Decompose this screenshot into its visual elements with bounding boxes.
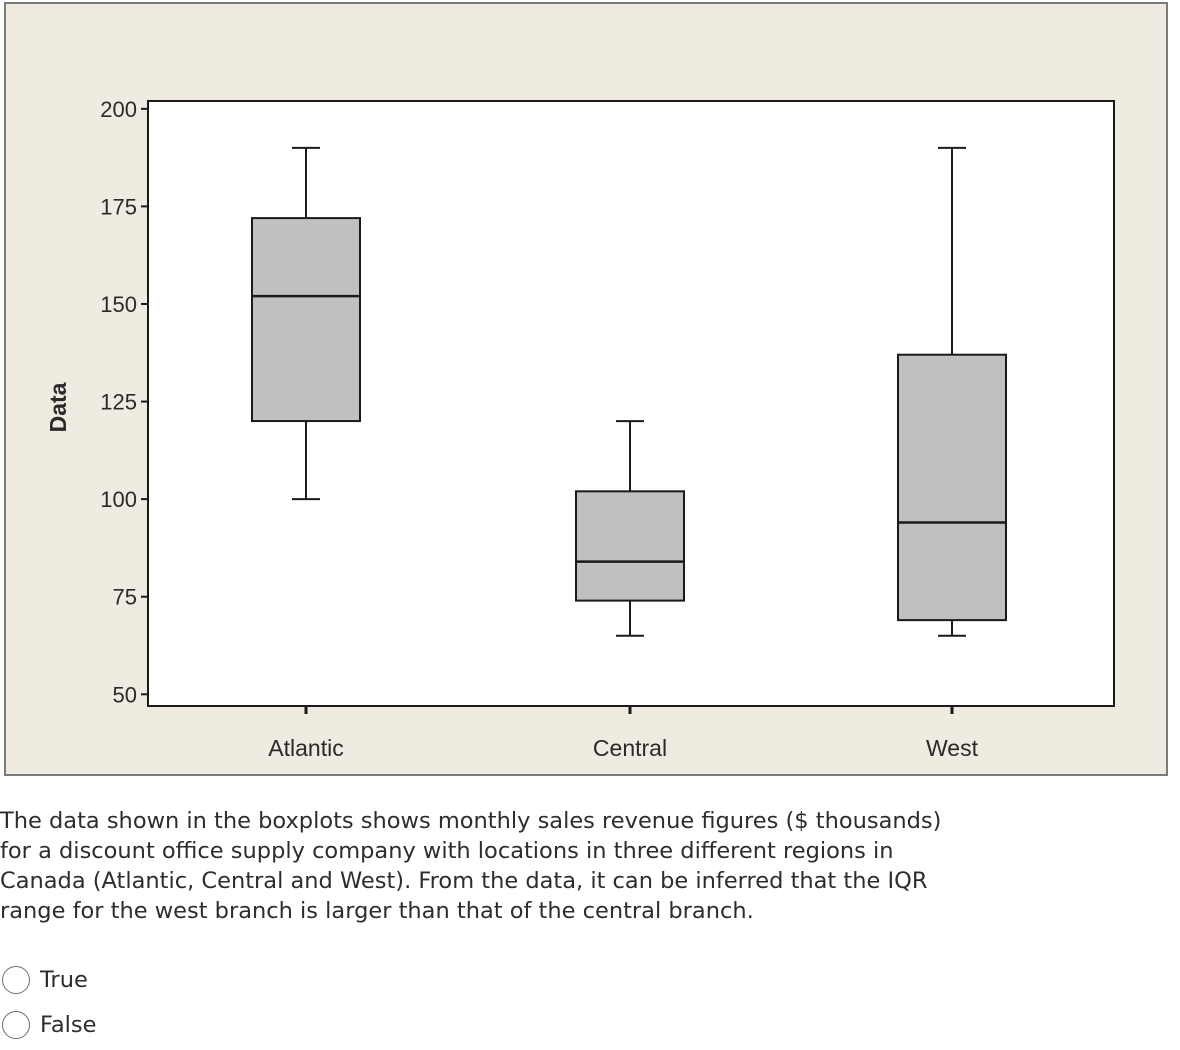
question-text: The data shown in the boxplots shows mon… [0, 808, 942, 924]
y-tick-label-100: 100 [100, 487, 137, 512]
box-west [897, 146, 1007, 637]
x-tick-label-west: West [926, 735, 979, 761]
y-tick-label-75: 75 [113, 585, 137, 610]
y-tick-label-200: 200 [100, 97, 137, 122]
x-tick-label-central: Central [593, 735, 667, 761]
boxplot-chart: 50 75 100 125 150 175 200 Data Atlantic Central We… [45, 97, 1115, 761]
y-tick-label-50: 50 [113, 682, 137, 707]
box-central [575, 420, 685, 637]
x-tick-label-atlantic: Atlantic [268, 735, 343, 761]
y-tick-label-125: 125 [100, 390, 137, 415]
y-tick-label-175: 175 [100, 194, 137, 219]
option-true-label: True [40, 967, 88, 993]
option-false-label: False [40, 1012, 97, 1038]
iqr-box-central [575, 490, 685, 602]
iqr-box-atlantic [251, 217, 361, 423]
option-true[interactable]: True [2, 966, 88, 994]
chart-frame: 50 75 100 125 150 175 200 Data Atlantic Central We… [4, 2, 1168, 776]
radio-true-icon[interactable] [2, 966, 30, 994]
iqr-box-west [897, 353, 1007, 622]
box-atlantic [251, 146, 361, 501]
radio-false-icon[interactable] [2, 1011, 30, 1039]
y-tick-label-150: 150 [100, 292, 137, 317]
y-axis-title: Data [45, 382, 71, 432]
option-false[interactable]: False [2, 1011, 96, 1039]
